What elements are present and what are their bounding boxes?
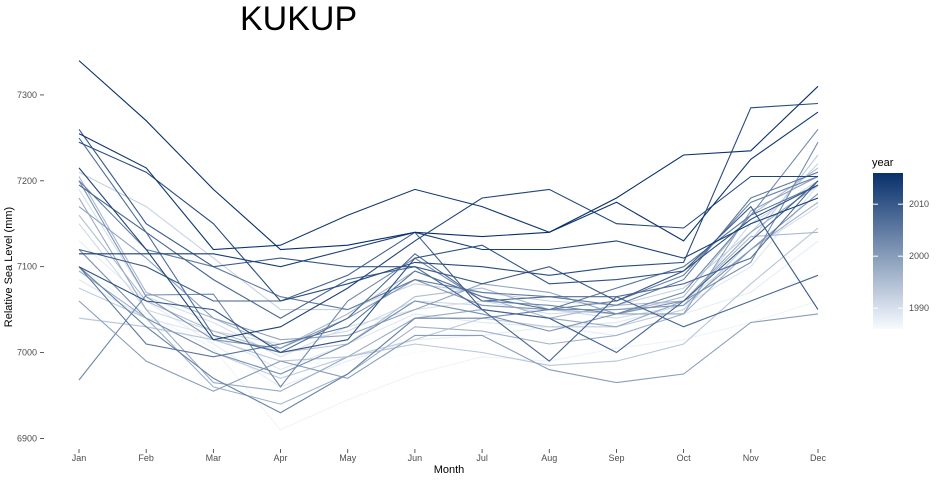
- series-layer: [78, 60, 819, 431]
- legend-title: year: [872, 157, 894, 169]
- series-line-2014: [79, 197, 819, 268]
- y-tick-label: 7200: [17, 176, 37, 186]
- x-tick-label: Jul: [476, 453, 488, 463]
- x-tick-label: Jun: [408, 453, 423, 463]
- series-line-2007: [78, 137, 819, 354]
- x-tick-label: May: [339, 453, 357, 463]
- series-line-2016: [78, 60, 819, 251]
- legend: year 1990 2000 2010: [872, 157, 929, 329]
- legend-ticks: 1990 2000 2010: [873, 199, 929, 313]
- series-line-1987: [78, 266, 819, 431]
- series-line-1993: [78, 154, 819, 379]
- series-line-2013: [78, 167, 818, 341]
- x-axis: Jan Feb Mar Apr May Jun Jul Aug Sep Oct Nov Dec: [72, 449, 827, 463]
- series-line-2005: [78, 171, 819, 311]
- series-line-1999: [78, 176, 819, 341]
- series-line-1998: [78, 184, 819, 392]
- series-line-2008: [78, 184, 819, 362]
- x-tick-label: Jan: [72, 453, 87, 463]
- chart-title: KUKUP: [240, 0, 357, 38]
- series-line-2015: [78, 111, 819, 251]
- series-line-1994: [78, 227, 819, 366]
- x-tick-label: Oct: [677, 453, 692, 463]
- x-tick-label: Sep: [608, 453, 624, 463]
- series-line-2010: [78, 128, 819, 310]
- series-line-2002: [78, 141, 819, 375]
- series-line-2011: [78, 184, 819, 354]
- series-line-1990: [78, 189, 819, 358]
- legend-tick-label: 2010: [909, 199, 929, 209]
- x-tick-label: Aug: [541, 453, 557, 463]
- x-tick-label: Nov: [743, 453, 760, 463]
- y-tick-label: 7100: [17, 262, 37, 272]
- x-tick-label: Apr: [274, 453, 288, 463]
- series-line-1986: [78, 266, 819, 366]
- y-axis-title: Relative Sea Level (mm): [3, 207, 15, 327]
- legend-colorbar: [873, 173, 903, 329]
- series-line-2009: [78, 180, 819, 354]
- x-axis-title: Month: [434, 464, 465, 476]
- y-tick-label: 7000: [17, 348, 37, 358]
- series-line-2001: [78, 180, 819, 349]
- series-line-1988: [78, 240, 819, 388]
- series-line-2000: [78, 300, 819, 392]
- x-tick-label: Feb: [138, 453, 154, 463]
- series-line-2004: [78, 175, 819, 414]
- y-tick-label: 6900: [17, 433, 37, 443]
- x-tick-label: Dec: [810, 453, 827, 463]
- y-tick-label: 7300: [17, 90, 37, 100]
- series-line-2006: [78, 184, 819, 358]
- legend-tick-label: 2000: [909, 251, 929, 261]
- y-axis: 6900 7000 7100 7200 7300: [17, 90, 44, 443]
- legend-tick-label: 1990: [909, 303, 929, 313]
- series-line-1997: [78, 201, 819, 405]
- series-line-2012: [78, 102, 819, 302]
- x-tick-label: Mar: [206, 453, 222, 463]
